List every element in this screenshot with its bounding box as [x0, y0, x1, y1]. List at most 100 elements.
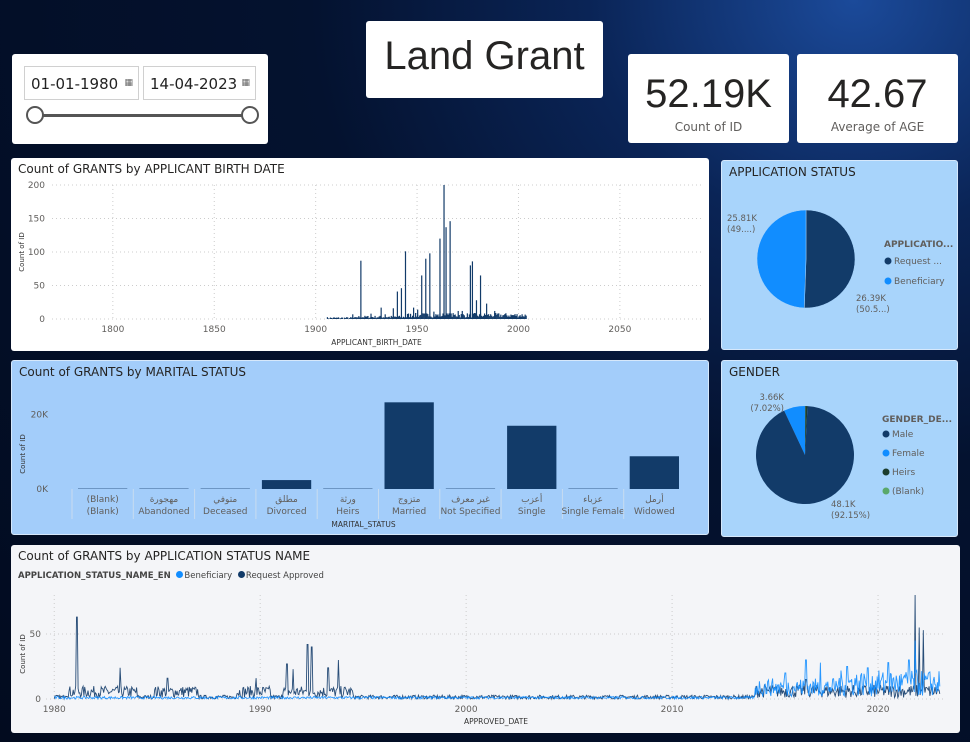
bar — [400, 288, 403, 319]
bar — [477, 316, 480, 319]
chart-title: GENDER — [729, 365, 781, 379]
bar — [446, 313, 448, 319]
legend-item-beneficiary[interactable]: Beneficiary — [173, 571, 232, 581]
x-tick-label: 2020 — [867, 705, 890, 715]
data-label-percent: (50.5...) — [856, 305, 890, 315]
bar — [364, 315, 366, 319]
bar — [361, 317, 363, 319]
bar — [482, 315, 485, 319]
bar — [407, 313, 410, 319]
y-tick-label: 100 — [28, 248, 45, 258]
x-tick-label: 2010 — [661, 705, 684, 715]
kpi-label: Average of AGE — [830, 120, 925, 134]
bar — [404, 251, 407, 319]
bar — [350, 317, 352, 319]
bar — [513, 315, 515, 319]
bar — [508, 315, 510, 319]
bar — [421, 275, 423, 319]
bar — [351, 317, 353, 319]
bar — [425, 258, 427, 319]
legend-label: Request Approved — [245, 571, 324, 581]
bar — [384, 314, 386, 319]
bar — [377, 317, 379, 319]
pie-slice — [805, 406, 808, 455]
y-tick-label: 0 — [39, 315, 45, 325]
legend-marker — [882, 468, 890, 476]
bar — [450, 313, 452, 319]
bar — [461, 310, 463, 319]
start-date-value: 01-01-1980 — [31, 75, 119, 93]
slider-track[interactable] — [34, 114, 250, 117]
end-date-input[interactable]: 14-04-2023 ▦ — [143, 66, 256, 100]
bar — [466, 313, 468, 319]
bar — [480, 315, 483, 319]
bar — [451, 316, 453, 319]
legend-item: Male — [892, 430, 914, 440]
bar — [398, 315, 401, 319]
y-axis-label: Count of ID — [19, 634, 27, 673]
bar — [342, 317, 344, 319]
chart-title: Count of GRANTS by MARITAL STATUS — [19, 365, 247, 379]
bar — [326, 317, 329, 319]
bar — [372, 317, 374, 319]
bar — [437, 314, 439, 319]
start-date-input[interactable]: 01-01-1980 ▦ — [24, 66, 139, 100]
calendar-icon[interactable]: ▦ — [124, 78, 133, 88]
bar — [485, 315, 487, 319]
x-tick-label-arabic: مهجورة — [150, 495, 179, 505]
bar — [345, 318, 347, 319]
bar — [408, 317, 411, 319]
bar — [467, 317, 469, 319]
bar — [414, 317, 416, 319]
bar — [472, 313, 475, 319]
calendar-icon[interactable]: ▦ — [241, 78, 250, 88]
bar — [386, 317, 388, 319]
bar — [515, 315, 517, 319]
bar — [399, 317, 402, 319]
bar — [449, 221, 451, 319]
data-label: 48.1K — [831, 500, 856, 510]
bar — [509, 316, 511, 319]
bar — [374, 315, 376, 319]
legend-title: APPLICATIO... — [884, 240, 953, 250]
bar — [418, 316, 420, 319]
series-line — [54, 640, 941, 701]
bar — [506, 315, 508, 319]
bar — [436, 315, 438, 319]
bar — [378, 316, 380, 319]
bar — [420, 314, 422, 319]
bar — [433, 311, 435, 319]
bar — [427, 314, 429, 319]
bar — [367, 315, 369, 319]
marital-status-chart: Count of GRANTS by MARITAL STATUS 0K 20K C… — [11, 360, 709, 535]
bar — [403, 317, 406, 319]
bar — [499, 316, 501, 319]
bar — [405, 317, 408, 319]
pie-slice — [784, 406, 805, 455]
bar — [500, 314, 502, 319]
x-tick-label-arabic: أعزب — [521, 493, 542, 505]
legend-item-request-approved[interactable]: Request Approved — [235, 571, 324, 581]
kpi-count-id: 52.19K Count of ID — [628, 54, 789, 143]
bar — [390, 315, 392, 319]
bar — [475, 300, 478, 319]
legend-item: Request ... — [894, 257, 942, 267]
bar — [409, 313, 412, 319]
data-label-percent: (7.02%) — [750, 404, 784, 414]
bar — [365, 316, 367, 319]
data-label-percent: (49....) — [727, 225, 755, 235]
bar — [442, 313, 444, 319]
gender-chart: GENDER 3.66K (7.02%) 48.1K (92.15%) GENDER_D… — [721, 360, 958, 537]
x-tick-label: Abandoned — [138, 507, 189, 517]
slider-start-handle[interactable] — [26, 106, 44, 124]
slider-end-handle[interactable] — [241, 106, 259, 124]
bar — [438, 316, 440, 319]
bar — [347, 317, 349, 319]
marital-status-plot: 0K 20K Count of ID (Blank) (Blank) مهجورة Aban… — [19, 402, 679, 529]
bar — [352, 314, 354, 319]
data-label-percent: (92.15%) — [831, 511, 870, 521]
x-tick-label: 2000 — [507, 325, 530, 335]
bar — [490, 314, 492, 319]
bar — [359, 317, 361, 319]
bar — [481, 316, 484, 319]
